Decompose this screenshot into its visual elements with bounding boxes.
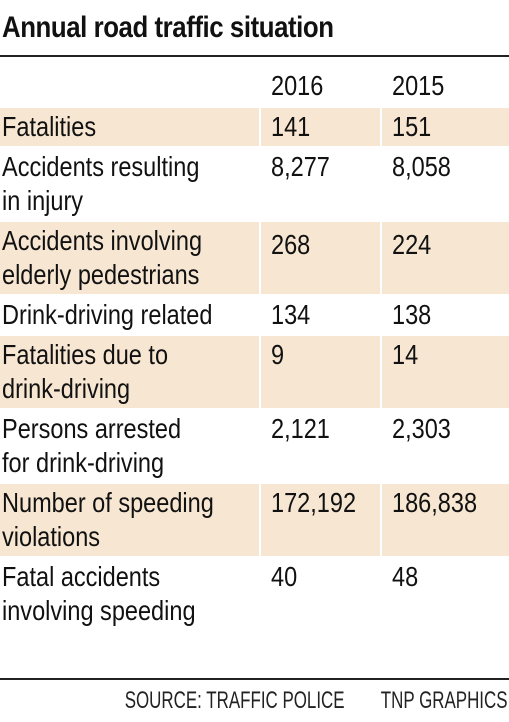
value-2015: 224 [380,221,509,295]
value-2016: 268 [259,221,381,295]
data-table: 2016 2015 Fatalities 141 151 Accidents resu… [0,57,509,632]
header-label [0,57,260,107]
row-label-line: Fatalities due to [2,339,169,370]
row-label-line: Accidents involving [2,225,203,256]
value-2015: 151 [380,107,509,147]
row-label-line: for drink-driving [2,447,165,478]
row-label-line: Drink-driving related [2,299,213,330]
source-line: SOURCE: TRAFFIC POLICE TNP GRAPHICS [0,678,509,722]
chart-title: Annual road traffic situation [2,10,334,44]
table-row: Accidents involving elderly pedestrians 26… [0,221,509,295]
table-row: Number of speeding violations 172,192 186,8… [0,483,509,557]
title-bar: Annual road traffic situation [0,0,509,57]
row-label-line: elderly pedestrians [2,259,200,290]
row-label-line: Persons arrested [2,413,182,444]
row-label: Drink-driving related [0,295,260,335]
row-label-line: Accidents resulting [2,151,200,182]
header-2016: 2016 [259,57,381,107]
value-2015: 8,058 [380,147,509,221]
source-text: SOURCE: TRAFFIC POLICE [124,687,345,714]
row-label-line: Fatal accidents [2,561,161,592]
value-2016: 40 [259,557,381,631]
row-label: Fatalities due to drink-driving [0,335,260,409]
value-2015: 186,838 [380,483,509,557]
value-2015: 14 [380,335,509,409]
table-row: Fatalities due to drink-driving 9 14 [0,335,509,409]
row-label: Fatalities [0,107,260,147]
value-2016: 134 [259,295,381,335]
table-row: Drink-driving related 134 138 [0,295,509,335]
row-label: Accidents involving elderly pedestrians [0,221,260,295]
row-label-line: in injury [2,185,84,216]
table-row: Accidents resulting in injury 8,277 8,058 [0,147,509,221]
table-body: Fatalities 141 151 Accidents resulting in in… [0,107,509,631]
value-2016: 9 [259,335,381,409]
header-row: 2016 2015 [0,57,509,107]
value-2016: 2,121 [259,409,381,483]
row-label: Persons arrested for drink-driving [0,409,260,483]
row-label-line: involving speeding [2,595,196,626]
credit-text: TNP GRAPHICS [380,687,507,714]
value-2016: 141 [259,107,381,147]
row-label-line: violations [2,521,101,552]
value-2015: 2,303 [380,409,509,483]
value-2015: 48 [380,557,509,631]
table-row: Fatalities 141 151 [0,107,509,147]
row-label: Fatal accidents involving speeding [0,557,260,631]
row-label: Accidents resulting in injury [0,147,260,221]
row-label-line: Number of speeding [2,487,214,518]
table-row: Persons arrested for drink-driving 2,121 2,… [0,409,509,483]
row-label-line: Fatalities [2,111,97,142]
table-row: Fatal accidents involving speeding 40 48 [0,557,509,631]
row-label: Number of speeding violations [0,483,260,557]
value-2015: 138 [380,295,509,335]
header-2015: 2015 [380,57,509,107]
row-label-line: drink-driving [2,373,131,404]
value-2016: 172,192 [259,483,381,557]
value-2016: 8,277 [259,147,381,221]
